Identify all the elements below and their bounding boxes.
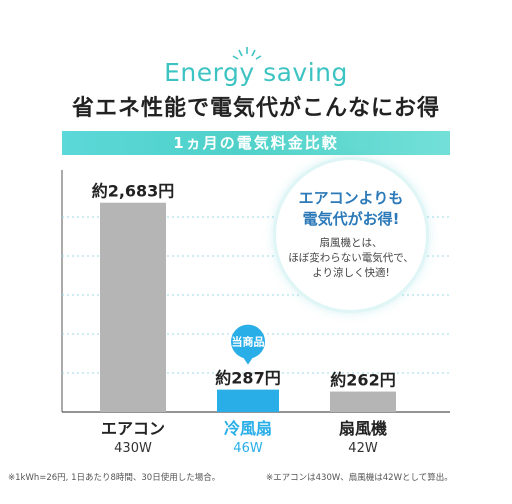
wattage-label-1: 46W [233,441,263,456]
callout-highlight-line2: 電気代がお得! [302,210,400,228]
page-headline: 省エネ性能で電気代がこんなにお得 [71,96,440,121]
comparison-banner: 1ヵ月の電気料金比較 [62,131,450,155]
sparkle-icon [232,47,262,60]
savings-callout: エアコンよりも 電気代がお得! 扇風機とは、 ほぼ変わらない電気代で、 より涼し… [276,160,426,310]
footnote-wattage: ※エアコンは430W、扇風機は42Wとして算出。 [266,473,453,483]
product-badge [231,324,265,359]
wattage-label-0: 430W [114,441,152,456]
product-badge-label: 当商品 [232,335,265,349]
callout-highlight: エアコンよりも 電気代がお得! [276,188,426,230]
chart-bars [100,202,396,412]
wattage-label-2: 42W [348,441,378,456]
callout-highlight-line1: エアコンよりも [298,189,404,207]
callout-body: 扇風機とは、 ほぼ変わらない電気代で、 より涼しく快適! [276,236,426,281]
bar-0 [100,202,166,412]
callout-body-line2: ほぼ変わらない電気代で、 [288,252,414,264]
bar-1 [217,389,279,412]
bar-value-label-1: 約287円 [215,369,280,388]
callout-body-line3: より涼しく快適! [312,267,390,279]
bar-value-label-0: 約2,683円 [92,182,175,201]
bar-2 [330,391,396,412]
bar-value-label-2: 約262円 [330,371,395,390]
energy-saving-title: Energy saving [164,58,348,87]
category-label-0: エアコン [101,419,165,438]
callout-body-line1: 扇風機とは、 [319,237,383,249]
footnote-calculation: ※1kWh=26円, 1日あたり8時間、30日使用した場合。 [8,473,221,483]
category-label-2: 扇風機 [339,419,387,438]
category-label-1: 冷風扇 [224,419,272,438]
product-badge-pointer [242,355,254,365]
